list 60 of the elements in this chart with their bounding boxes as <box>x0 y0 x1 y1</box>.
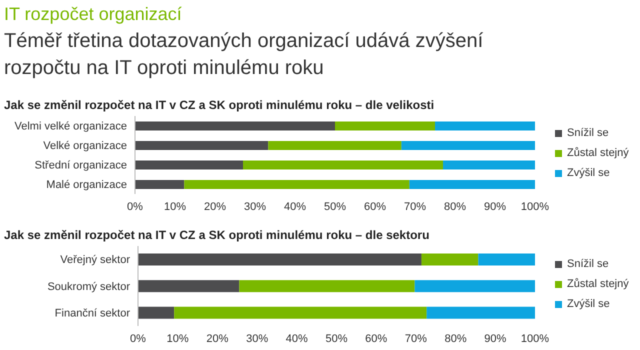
text: Téměř třetina dotazovaných organizací udává zvýšení rozpočtu na IT oproti minulému roku <box>4 29 484 81</box>
bar <box>184 180 410 189</box>
bar <box>138 306 174 319</box>
text: IT rozpočet organizací <box>4 3 182 26</box>
x-tick-label: 60% <box>364 200 386 213</box>
bar <box>426 306 535 319</box>
bar <box>135 180 184 189</box>
legend-label: Zůstal stejný <box>567 147 629 159</box>
bar <box>239 280 415 292</box>
x-tick-label: 80% <box>444 200 466 213</box>
legend-label: Snížil se <box>567 258 609 270</box>
y-tick-label: Malé organizace <box>46 179 127 192</box>
y-tick-label: Střední organizace <box>34 160 127 172</box>
chart-title: Jak se změnil rozpočet na IT v CZ a SK oproti minulému roku – dle velikosti <box>4 98 434 112</box>
x-tick-label: 10% <box>166 332 189 345</box>
y-tick-label: Finanční sektor <box>54 308 130 320</box>
bar <box>174 306 427 319</box>
bar <box>135 160 243 170</box>
x-tick-label: 50% <box>324 200 346 213</box>
bar <box>443 160 535 170</box>
bar <box>435 121 535 130</box>
x-tick-label: 0% <box>127 200 144 213</box>
bar <box>401 140 535 150</box>
x-tick-label: 20% <box>206 332 229 345</box>
bar <box>409 180 535 189</box>
bar <box>421 253 478 266</box>
x-tick-label: 0% <box>130 332 146 345</box>
legend-label: Snížil se <box>567 127 609 139</box>
x-tick-label: 100% <box>520 332 550 345</box>
x-tick-label: 90% <box>484 200 506 213</box>
legend-label: Zvýšil se <box>567 298 610 310</box>
x-tick-label: 40% <box>284 200 306 213</box>
y-tick-label: Velmi velké organizace <box>14 120 127 133</box>
x-tick-label: 70% <box>404 332 428 345</box>
legend-label: Zvýšil se <box>567 167 610 179</box>
bar <box>335 121 435 130</box>
x-tick-label: 10% <box>164 200 186 213</box>
x-tick-label: 20% <box>204 200 226 213</box>
bar <box>268 140 402 150</box>
legend-label: Zůstal stejný <box>567 278 629 290</box>
x-tick-label: 50% <box>325 332 348 345</box>
bar <box>138 253 422 266</box>
bar <box>478 253 535 266</box>
x-tick-label: 100% <box>520 200 550 213</box>
bar <box>135 140 268 150</box>
x-tick-label: 70% <box>404 200 426 213</box>
x-tick-label: 30% <box>246 332 268 345</box>
x-tick-label: 90% <box>484 332 507 345</box>
chart-title: Jak se změnil rozpočet na IT v CZ a SK oproti minulému roku – dle sektoru <box>4 228 430 242</box>
x-tick-label: 60% <box>365 332 388 345</box>
y-tick-label: Soukromý sektor <box>47 280 130 293</box>
bar <box>135 121 335 130</box>
bar <box>138 280 240 292</box>
x-tick-label: 40% <box>286 332 308 345</box>
x-tick-label: 30% <box>244 200 266 213</box>
y-tick-label: Velké organizace <box>43 140 127 152</box>
bar <box>243 160 443 170</box>
bar <box>414 280 535 292</box>
x-tick-label: 80% <box>444 332 467 345</box>
y-tick-label: Veřejný sektor <box>60 254 130 266</box>
